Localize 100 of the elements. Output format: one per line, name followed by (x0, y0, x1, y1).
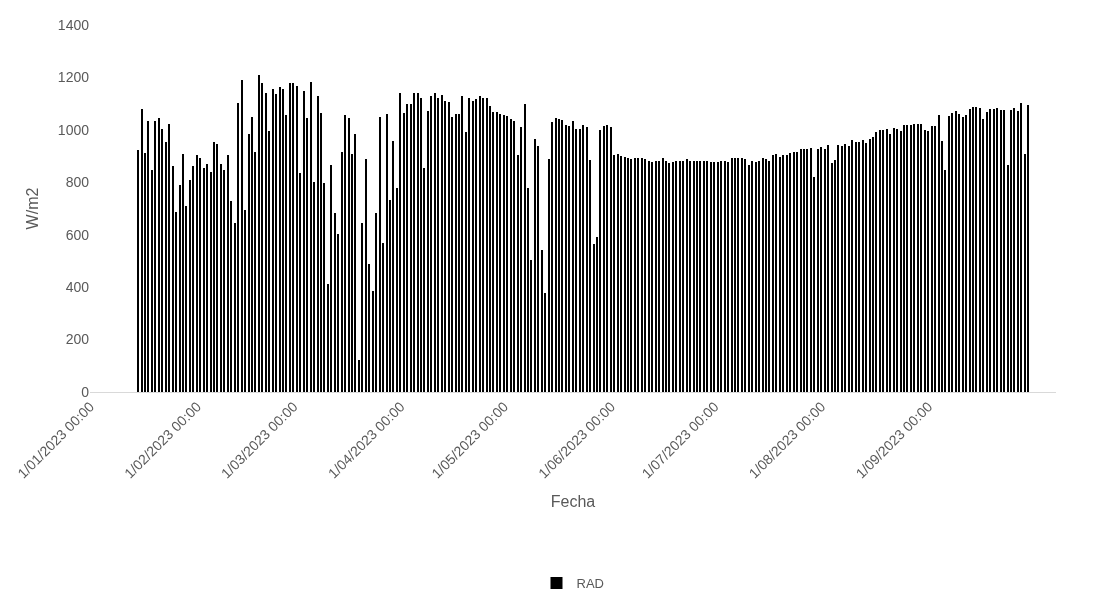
bar (158, 118, 160, 392)
bar (751, 161, 753, 392)
bar (655, 161, 657, 392)
bar (727, 162, 729, 392)
bar (413, 93, 415, 392)
bar (862, 140, 864, 392)
bar (520, 127, 522, 392)
bar (668, 163, 670, 392)
bar (958, 114, 960, 392)
bar (330, 165, 332, 392)
bar (765, 159, 767, 392)
bar (220, 164, 222, 392)
bar (627, 158, 629, 392)
bar (689, 161, 691, 392)
bar (365, 159, 367, 392)
bar (1010, 110, 1012, 392)
bar (599, 130, 601, 392)
bar (606, 125, 608, 392)
bar (965, 115, 967, 392)
bar (196, 155, 198, 392)
bar (844, 144, 846, 392)
bar (216, 144, 218, 392)
bar (637, 158, 639, 392)
y-axis-title: W/m2 (23, 187, 41, 230)
bar (630, 159, 632, 392)
bar (499, 114, 501, 392)
bar (962, 117, 964, 392)
bar (775, 154, 777, 392)
bar (486, 98, 488, 392)
bar (827, 145, 829, 392)
bar (141, 109, 143, 392)
bar (441, 95, 443, 392)
bar (972, 107, 974, 392)
bar (479, 96, 481, 392)
bar (679, 161, 681, 392)
bar (717, 162, 719, 392)
bar (803, 149, 805, 392)
bar (430, 96, 432, 392)
bar (617, 154, 619, 392)
bar (796, 152, 798, 392)
bar (558, 119, 560, 392)
bar (406, 104, 408, 392)
bar (879, 130, 881, 392)
bar (831, 163, 833, 392)
bar (686, 159, 688, 392)
bar (820, 147, 822, 392)
bar (354, 134, 356, 392)
bar (951, 113, 953, 392)
bar (662, 158, 664, 392)
y-tick-label: 0 (81, 383, 90, 400)
bar (734, 158, 736, 392)
bar (503, 115, 505, 392)
bar (696, 161, 698, 392)
bar (800, 149, 802, 392)
bar (524, 104, 526, 392)
bar (979, 108, 981, 392)
bar (837, 145, 839, 392)
bar (510, 119, 512, 392)
bar (744, 159, 746, 392)
bar (920, 124, 922, 392)
bar (496, 112, 498, 392)
bar (572, 121, 574, 392)
bar (472, 101, 474, 392)
bar (213, 142, 215, 392)
bar (344, 115, 346, 392)
bar (644, 159, 646, 392)
bar (392, 141, 394, 392)
bar (1003, 110, 1005, 392)
bar (506, 116, 508, 392)
bar (975, 107, 977, 392)
bar (475, 99, 477, 392)
bar (182, 154, 184, 392)
bar (755, 162, 757, 392)
bar (603, 126, 605, 392)
bar (882, 130, 884, 392)
bar (817, 149, 819, 392)
bar (282, 89, 284, 392)
bar (858, 142, 860, 392)
bar (317, 96, 319, 392)
bar (417, 93, 419, 392)
y-tick-label: 1000 (57, 121, 90, 138)
bar (706, 161, 708, 392)
bar (906, 125, 908, 392)
bar (434, 93, 436, 392)
bar (147, 121, 149, 392)
y-tick-label: 200 (65, 331, 90, 348)
bar (924, 130, 926, 392)
bar (896, 129, 898, 392)
bar (917, 124, 919, 392)
bar (913, 124, 915, 392)
bar (779, 157, 781, 392)
bar (855, 142, 857, 392)
bar (955, 111, 957, 392)
bar (741, 158, 743, 392)
y-tick-label: 400 (65, 279, 90, 296)
bar (551, 122, 553, 392)
bar (824, 149, 826, 392)
y-tick-label: 1400 (57, 16, 90, 33)
bar (555, 118, 557, 392)
bar (758, 161, 760, 392)
